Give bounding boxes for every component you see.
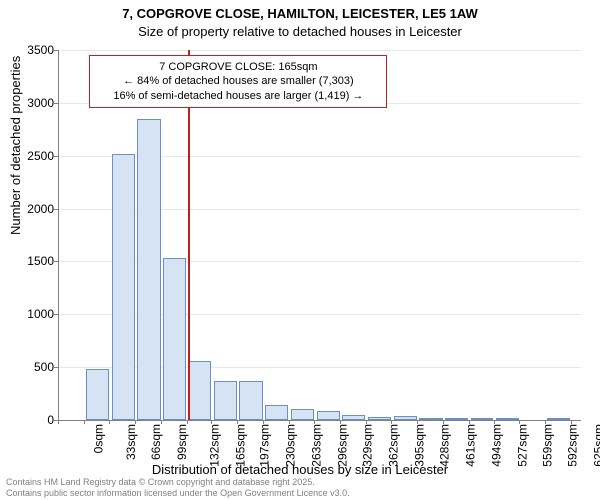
x-tick-mark (187, 420, 188, 424)
chart-container: 7, COPGROVE CLOSE, HAMILTON, LEICESTER, … (0, 0, 600, 500)
histogram-bar (368, 417, 391, 420)
y-tick-mark (54, 156, 58, 157)
y-tick-label: 1500 (14, 254, 54, 268)
histogram-bar (86, 369, 109, 420)
x-tick-label: 329sqm (361, 424, 375, 467)
histogram-bar (214, 381, 237, 420)
histogram-bar (112, 154, 135, 420)
histogram-bar (265, 405, 288, 420)
x-tick-label: 494sqm (490, 424, 504, 467)
annotation-line-1: 7 COPGROVE CLOSE: 165sqm (98, 60, 378, 74)
histogram-bar (496, 418, 519, 420)
histogram-bar (471, 418, 493, 420)
histogram-bar (291, 409, 314, 420)
histogram-bar (419, 418, 442, 420)
x-tick-label: 395sqm (412, 424, 426, 467)
x-tick-mark (211, 420, 212, 424)
x-tick-label: 230sqm (284, 424, 298, 467)
x-tick-label: 461sqm (464, 424, 478, 467)
x-tick-label: 197sqm (258, 424, 272, 467)
annotation-box: 7 COPGROVE CLOSE: 165sqm← 84% of detache… (89, 55, 387, 108)
x-axis-label: Distribution of detached houses by size … (0, 462, 600, 477)
y-tick-mark (54, 209, 58, 210)
chart-subtitle: Size of property relative to detached ho… (0, 24, 600, 39)
x-tick-label: 428sqm (438, 424, 452, 467)
y-tick-label: 500 (14, 360, 54, 374)
histogram-bar (445, 418, 468, 420)
x-tick-label: 527sqm (515, 424, 529, 467)
x-tick-mark (417, 420, 418, 424)
histogram-bar (547, 418, 570, 420)
y-tick-mark (54, 314, 58, 315)
y-tick-mark (54, 367, 58, 368)
histogram-bar (317, 411, 340, 421)
x-tick-mark (494, 420, 495, 424)
y-tick-mark (54, 103, 58, 104)
x-tick-mark (340, 420, 341, 424)
y-tick-label: 1000 (14, 307, 54, 321)
y-tick-label: 3000 (14, 96, 54, 110)
x-tick-mark (366, 420, 367, 424)
x-tick-mark (519, 420, 520, 424)
histogram-bar (342, 415, 365, 420)
x-tick-mark (289, 420, 290, 424)
x-tick-label: 0sqm (91, 424, 105, 453)
x-tick-mark (314, 420, 315, 424)
histogram-bar (394, 416, 417, 420)
x-tick-mark (84, 420, 85, 424)
x-tick-label: 66sqm (149, 424, 163, 460)
x-tick-mark (391, 420, 392, 424)
footer-line-2: Contains public sector information licen… (6, 488, 350, 499)
x-tick-label: 362sqm (387, 424, 401, 467)
histogram-bar (163, 258, 186, 420)
x-tick-label: 99sqm (175, 424, 189, 460)
x-tick-mark (443, 420, 444, 424)
x-tick-label: 132sqm (208, 424, 222, 467)
x-tick-mark (545, 420, 546, 424)
x-tick-mark (263, 420, 264, 424)
x-tick-mark (571, 420, 572, 424)
annotation-line-3: 16% of semi-detached houses are larger (… (98, 89, 378, 103)
y-tick-label: 2500 (14, 149, 54, 163)
x-tick-label: 625sqm (592, 424, 600, 467)
x-tick-mark (135, 420, 136, 424)
annotation-line-2: ← 84% of detached houses are smaller (7,… (98, 74, 378, 88)
x-tick-label: 263sqm (310, 424, 324, 467)
x-tick-label: 296sqm (335, 424, 349, 467)
histogram-bar (189, 361, 211, 420)
x-tick-label: 33sqm (124, 424, 138, 460)
chart-title: 7, COPGROVE CLOSE, HAMILTON, LEICESTER, … (0, 6, 600, 21)
y-tick-label: 2000 (14, 202, 54, 216)
histogram-bar (137, 119, 160, 420)
x-tick-mark (161, 420, 162, 424)
x-tick-label: 165sqm (233, 424, 247, 467)
gridline (59, 50, 581, 51)
y-tick-mark (54, 261, 58, 262)
histogram-bar (239, 381, 262, 420)
x-tick-mark (58, 420, 59, 424)
x-tick-mark (109, 420, 110, 424)
x-tick-mark (469, 420, 470, 424)
x-tick-label: 592sqm (566, 424, 580, 467)
x-tick-mark (237, 420, 238, 424)
y-tick-label: 3500 (14, 43, 54, 57)
footer-line-1: Contains HM Land Registry data © Crown c… (6, 477, 315, 488)
y-tick-mark (54, 50, 58, 51)
y-tick-label: 0 (14, 413, 54, 427)
x-tick-label: 559sqm (540, 424, 554, 467)
